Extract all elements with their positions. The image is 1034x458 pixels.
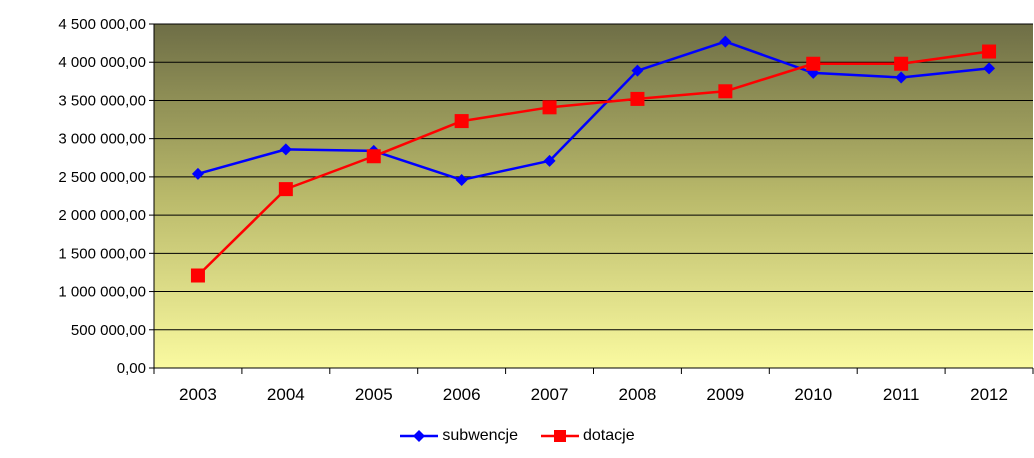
x-tick-label: 2008 <box>619 385 657 404</box>
data-point-subwencje <box>983 62 996 75</box>
y-tick-label: 500 000,00 <box>71 322 146 339</box>
legend-item-subwencje: subwencje <box>399 427 518 445</box>
x-tick-label: 2010 <box>794 385 832 404</box>
data-point-dotacje <box>806 56 821 71</box>
legend-marker-square-icon <box>541 430 579 442</box>
x-tick-label: 2006 <box>443 385 481 404</box>
plot-area <box>154 24 1033 368</box>
x-tick-label: 2005 <box>355 385 393 404</box>
x-tick-label: 2007 <box>531 385 569 404</box>
line-chart: 0,00 500 000,00 1 000 000,00 1 500 000,00 2 … <box>58 16 1034 404</box>
y-tick-label: 0,00 <box>117 360 146 377</box>
legend-item-dotacje: dotacje <box>540 427 635 445</box>
y-tick-label: 4 500 000,00 <box>58 16 146 33</box>
data-point-dotacje <box>894 56 909 71</box>
axes <box>153 24 1034 374</box>
series-layer <box>190 35 997 283</box>
series-line-dotacje <box>197 50 990 277</box>
x-tick-label: 2011 <box>883 385 920 404</box>
data-point-subwencje <box>455 173 468 186</box>
data-point-dotacje <box>366 149 381 164</box>
y-tick-label: 1 000 000,00 <box>58 284 146 301</box>
legend: subwencje dotacje <box>0 422 1034 450</box>
y-tick-label: 2 000 000,00 <box>58 207 146 224</box>
data-point-subwencje <box>279 143 292 156</box>
data-point-dotacje <box>982 44 997 59</box>
y-tick-label: 3 500 000,00 <box>58 92 146 109</box>
data-point-dotacje <box>278 182 293 197</box>
y-tick-label: 4 000 000,00 <box>58 54 146 71</box>
legend-label-dotacje: dotacje <box>583 427 635 444</box>
gridlines <box>149 23 1033 369</box>
data-point-subwencje <box>895 71 908 84</box>
data-point-dotacje <box>542 100 557 115</box>
x-tick-label: 2009 <box>706 385 744 404</box>
y-tick-label: 2 500 000,00 <box>58 169 146 186</box>
data-point-dotacje <box>454 114 469 129</box>
legend-marker-diamond-icon <box>400 430 439 442</box>
y-tick-label: 3 000 000,00 <box>58 131 146 148</box>
x-tick-label: 2003 <box>179 385 217 404</box>
data-point-subwencje <box>191 167 204 180</box>
x-axis-tick-labels: 2003 2004 2005 2006 2007 2008 2009 2010 2011 2012 <box>179 385 1008 404</box>
data-point-subwencje <box>719 35 732 48</box>
data-point-dotacje <box>718 84 733 99</box>
x-tick-label: 2012 <box>970 385 1008 404</box>
data-point-subwencje <box>631 64 644 77</box>
x-tick-label: 2004 <box>267 385 305 404</box>
data-point-dotacje <box>630 91 645 106</box>
data-point-dotacje <box>190 268 205 283</box>
data-point-subwencje <box>543 154 556 167</box>
y-axis-tick-labels: 0,00 500 000,00 1 000 000,00 1 500 000,00 2 … <box>58 16 146 377</box>
series-line-subwencje <box>197 40 990 182</box>
y-tick-label: 1 500 000,00 <box>58 245 146 262</box>
legend-label-subwencje: subwencje <box>442 427 518 444</box>
